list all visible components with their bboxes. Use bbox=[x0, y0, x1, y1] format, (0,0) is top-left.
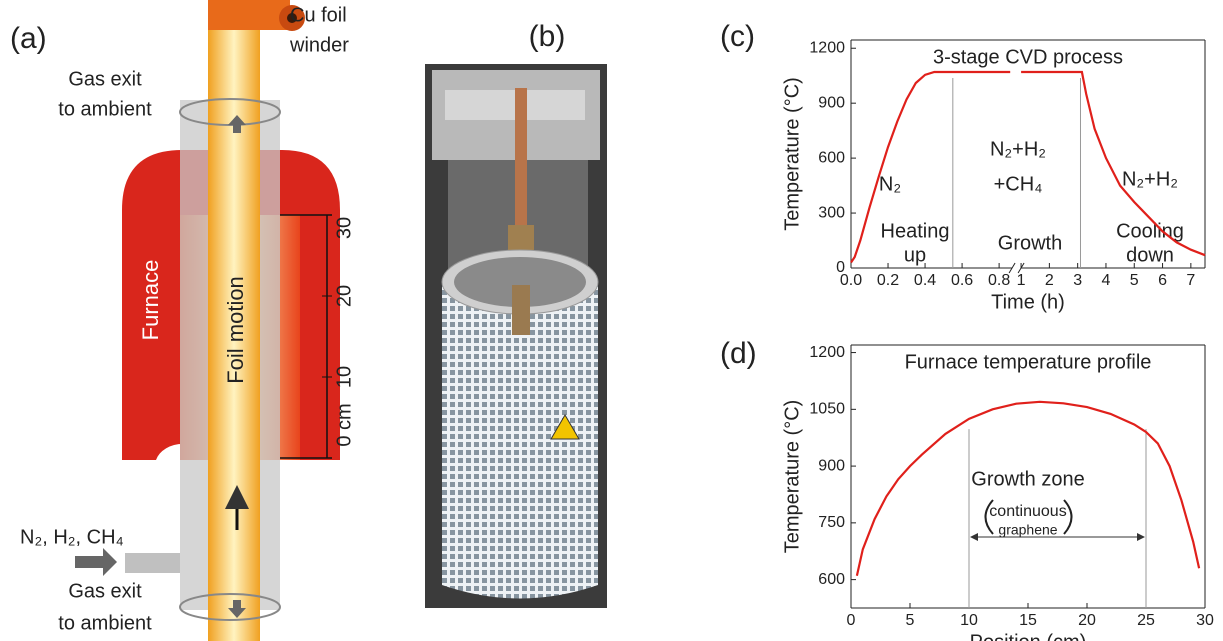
x-tick-label: 15 bbox=[1019, 612, 1037, 629]
panel-label: (c) bbox=[720, 20, 755, 53]
fitting bbox=[512, 285, 530, 335]
label: Furnace bbox=[138, 260, 163, 341]
x-tick-label: 6 bbox=[1158, 272, 1167, 289]
y-tick-label: 900 bbox=[818, 457, 845, 474]
scale-label: 0 cm bbox=[333, 403, 355, 446]
label: to ambient bbox=[58, 98, 152, 120]
label: Gas exit bbox=[68, 580, 142, 602]
x-tick-label: 0.2 bbox=[877, 272, 899, 289]
x-tick-label: 10 bbox=[960, 612, 978, 629]
annotation: N₂+H₂ bbox=[1122, 168, 1178, 190]
label: to ambient bbox=[58, 612, 152, 634]
x-tick-label: 30 bbox=[1196, 612, 1214, 629]
x-tick-label: 0 bbox=[847, 612, 856, 629]
x-tick-label: 7 bbox=[1186, 272, 1195, 289]
x-axis-label: Position (cm) bbox=[970, 631, 1087, 641]
x-tick-label: 0.6 bbox=[951, 272, 973, 289]
diagram: (a) Cu foil winder Gas exit to ambient G… bbox=[10, 0, 355, 641]
annotation: up bbox=[904, 244, 926, 266]
x-tick-label: 0.4 bbox=[914, 272, 936, 289]
figure: (a) Cu foil winder Gas exit to ambient G… bbox=[0, 0, 1223, 641]
scale-label: 30 bbox=[333, 217, 355, 239]
x-tick-label: 1 bbox=[1017, 272, 1026, 289]
annotation: down bbox=[1126, 244, 1174, 266]
page: (a) Cu foil winder Gas exit to ambient G… bbox=[0, 0, 1223, 641]
x-axis-label: Time (h) bbox=[991, 291, 1065, 313]
y-axis-label: Temperature (°C) bbox=[781, 77, 803, 231]
annotation: graphene bbox=[998, 522, 1057, 538]
annotation: Growth zone bbox=[971, 468, 1084, 490]
panel-label: (b) bbox=[529, 20, 566, 53]
y-axis-label: Temperature (°C) bbox=[781, 400, 803, 554]
photo: (b) bbox=[425, 20, 607, 608]
x-tick-label: 20 bbox=[1078, 612, 1096, 629]
label: Foil motion bbox=[223, 276, 248, 384]
panel-label: (a) bbox=[10, 22, 47, 55]
y-tick-label: 600 bbox=[818, 149, 845, 166]
label: N₂, H₂, CH₄ bbox=[20, 526, 124, 548]
y-tick-label: 600 bbox=[818, 571, 845, 588]
y-tick-label: 1050 bbox=[809, 401, 845, 418]
y-tick-label: 900 bbox=[818, 94, 845, 111]
annotation: Growth bbox=[998, 232, 1062, 254]
x-tick-label: 5 bbox=[1130, 272, 1139, 289]
foil-roll bbox=[208, 0, 290, 30]
x-tick-label: 5 bbox=[906, 612, 915, 629]
scale-label: 20 bbox=[333, 285, 355, 307]
x-tick-label: 0.0 bbox=[840, 272, 862, 289]
y-tick-label: 300 bbox=[818, 204, 845, 221]
y-tick-label: 1200 bbox=[809, 39, 845, 56]
chart-title: Furnace temperature profile bbox=[905, 351, 1152, 373]
inlet-pipe bbox=[125, 553, 180, 573]
x-tick-label: 4 bbox=[1102, 272, 1111, 289]
chart-title: 3-stage CVD process bbox=[933, 46, 1123, 68]
annotation: Heating bbox=[881, 220, 950, 242]
annotation: N₂ bbox=[879, 173, 901, 195]
x-tick-label: 2 bbox=[1045, 272, 1054, 289]
inlet-arrow bbox=[75, 548, 117, 576]
label: Cu foil bbox=[290, 4, 347, 26]
label: winder bbox=[289, 34, 349, 56]
scale-label: 10 bbox=[333, 366, 355, 388]
label: Gas exit bbox=[68, 68, 142, 90]
x-tick-label: 0.8 bbox=[988, 272, 1010, 289]
x-tick-label: 25 bbox=[1137, 612, 1155, 629]
y-tick-label: 750 bbox=[818, 514, 845, 531]
panel-label: (d) bbox=[720, 337, 757, 370]
annotation: N₂+H₂ bbox=[990, 138, 1046, 160]
annotation: continuous bbox=[989, 503, 1066, 520]
annotation: +CH₄ bbox=[994, 173, 1043, 195]
y-tick-label: 1200 bbox=[809, 344, 845, 361]
x-tick-label: 3 bbox=[1073, 272, 1082, 289]
